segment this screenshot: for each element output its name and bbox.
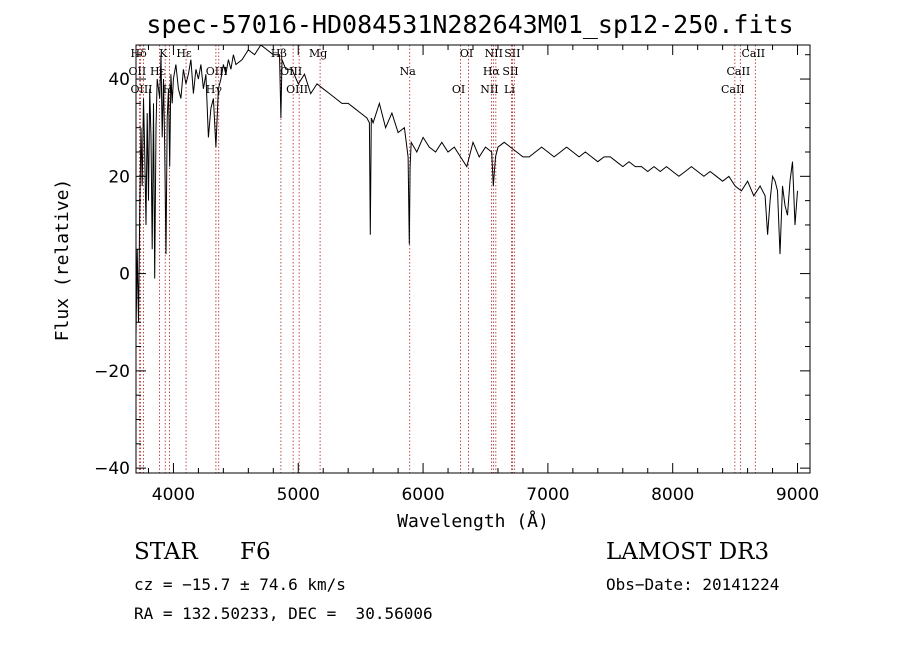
y-tick-label: 40	[108, 70, 130, 90]
series-layer	[135, 44, 798, 337]
spectral-line-label: Hα	[483, 65, 501, 78]
object-class: STAR	[134, 539, 198, 565]
spectrum-line	[135, 44, 798, 337]
spectral-line-label: Li	[504, 83, 515, 96]
x-tick-label: 6000	[401, 485, 444, 505]
y-tick-label: 20	[108, 167, 130, 187]
spectral-line-label: Hε	[150, 65, 166, 78]
spectral-line-label: Na	[400, 65, 417, 78]
x-axis-label: Wavelength (Å)	[397, 510, 549, 532]
y-tick-label: 0	[119, 265, 130, 285]
spectral-line-label: Mg	[309, 47, 327, 60]
spectral-line-label: Hδ	[131, 47, 148, 60]
spectral-line-label: H	[163, 83, 173, 96]
spectral-line-label: OI	[452, 83, 465, 96]
spectral-line-label: OII	[129, 65, 147, 78]
x-tick-label: 5000	[277, 485, 320, 505]
spectral-line-label: NII	[485, 47, 503, 60]
y-tick-label: −20	[94, 362, 130, 382]
object-subclass: F6	[240, 539, 271, 565]
y-tick-label: −40	[94, 459, 130, 479]
plot-frame	[135, 44, 811, 474]
spectral-line-label: NII	[480, 83, 498, 96]
spectral-line-label: SII	[504, 47, 520, 60]
survey-name: LAMOST DR3	[606, 539, 770, 565]
spectral-line-label: CaII	[721, 83, 745, 96]
observation-date: Obs−Date: 20141224	[606, 575, 780, 594]
coordinates: RA = 132.50233, DEC = 30.56006	[134, 604, 433, 623]
spectral-line-label: SII	[502, 65, 518, 78]
spectral-line-label: OI	[460, 47, 473, 60]
spectral-lines-layer: HδOIIOIIIKHεHHεOIIIHγHβOIIIOIIIMgNaOIOIH…	[129, 45, 765, 473]
x-tick-label: 4000	[152, 485, 195, 505]
redshift-velocity: cz = −15.7 ± 74.6 km/s	[134, 575, 346, 594]
spectral-line-label: OIII	[286, 83, 308, 96]
spectral-line-label: K	[159, 47, 168, 60]
chart-title: spec-57016-HD084531N282643M01_sp12-250.f…	[146, 10, 793, 39]
y-axis-label: Flux (relative)	[52, 179, 73, 342]
x-tick-label: 9000	[776, 485, 819, 505]
x-tick-label: 7000	[526, 485, 569, 505]
ticks-layer: 4000 5000 6000 7000 8000 9000 −40 −20 0 20 40	[94, 45, 819, 505]
spectral-line-label: Hε	[176, 47, 192, 60]
spectral-line-label: Hβ	[271, 47, 287, 60]
x-tick-label: 8000	[651, 485, 694, 505]
spectral-line-label: CaII	[727, 65, 751, 78]
spectral-line-label: Hγ	[206, 83, 223, 96]
spectral-line-label: CaII	[741, 47, 765, 60]
